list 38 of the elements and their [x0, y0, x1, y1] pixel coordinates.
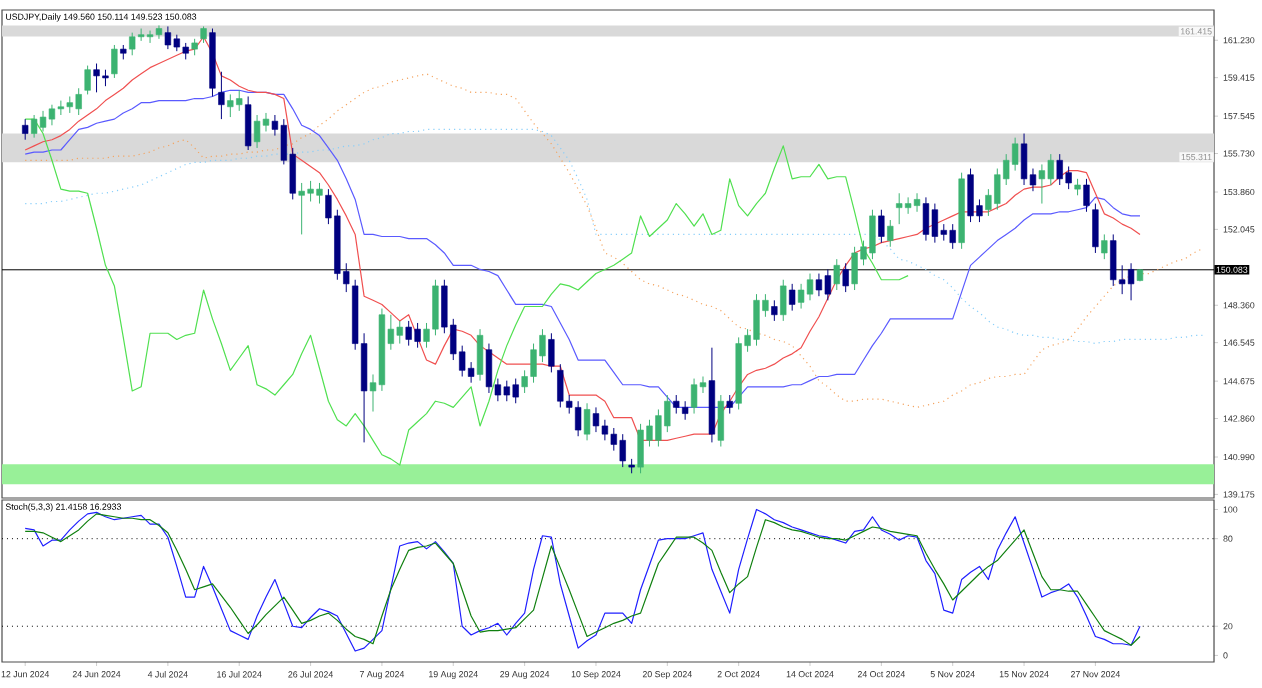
candlestick	[583, 402, 591, 441]
candlestick	[39, 110, 47, 132]
candlestick	[574, 400, 582, 437]
candlestick	[84, 65, 91, 95]
candlestick	[1083, 178, 1090, 213]
candlestick	[789, 283, 796, 312]
candlestick	[780, 279, 787, 322]
candlestick	[155, 24, 163, 40]
candlestick	[253, 114, 261, 149]
candlestick	[485, 343, 493, 394]
candlestick	[771, 299, 778, 322]
candlestick	[476, 328, 484, 382]
candlestick	[22, 118, 29, 141]
candlestick	[111, 44, 118, 79]
candlestick	[1127, 262, 1135, 301]
candlestick	[887, 219, 894, 248]
candlestick	[1038, 163, 1046, 205]
candlestick	[548, 332, 555, 373]
candlestick	[218, 71, 225, 120]
candlestick	[806, 273, 814, 301]
candlestick	[146, 30, 154, 44]
candlestick	[913, 192, 921, 213]
candlestick	[164, 25, 172, 50]
candlestick	[1092, 203, 1099, 254]
candlestick	[842, 262, 849, 293]
candlestick	[815, 273, 823, 297]
candlestick	[726, 394, 733, 415]
candlestick	[1020, 133, 1028, 186]
candlestick	[690, 378, 698, 415]
candlestick	[833, 258, 840, 291]
candlestick	[717, 394, 724, 448]
candlestick	[592, 406, 600, 433]
candlestick	[1011, 137, 1019, 172]
candlestick	[245, 95, 252, 151]
candlestick	[878, 209, 885, 244]
candlestick	[922, 196, 930, 242]
candlestick	[48, 104, 56, 126]
candlestick	[1101, 233, 1108, 260]
